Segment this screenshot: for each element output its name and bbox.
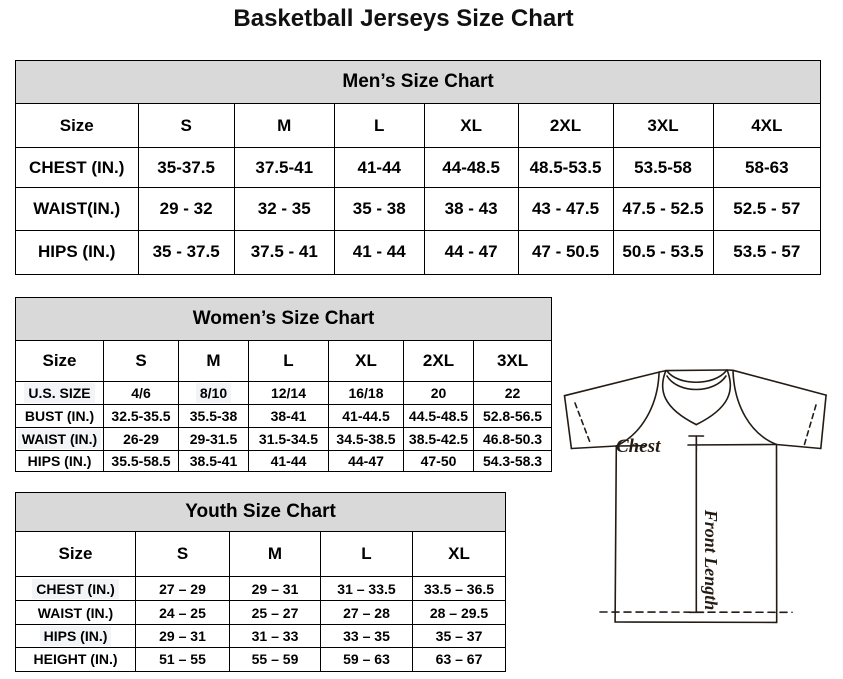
svg-text:Chest: Chest <box>616 436 661 457</box>
svg-text:Front Length: Front Length <box>701 509 721 611</box>
